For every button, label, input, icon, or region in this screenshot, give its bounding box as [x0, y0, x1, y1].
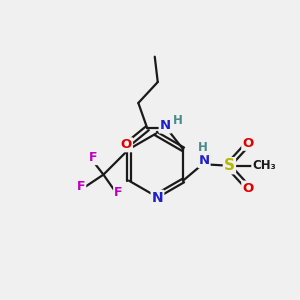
Text: H: H — [198, 141, 208, 154]
Text: O: O — [121, 138, 132, 151]
Text: S: S — [224, 158, 235, 173]
Text: F: F — [114, 186, 123, 199]
Text: O: O — [242, 137, 253, 150]
Text: F: F — [77, 180, 85, 193]
Text: N: N — [152, 191, 163, 205]
Text: N: N — [160, 119, 171, 133]
Text: H: H — [173, 114, 183, 128]
Text: O: O — [242, 182, 253, 195]
Text: F: F — [89, 151, 97, 164]
Text: N: N — [199, 154, 210, 167]
Text: CH₃: CH₃ — [252, 159, 276, 172]
